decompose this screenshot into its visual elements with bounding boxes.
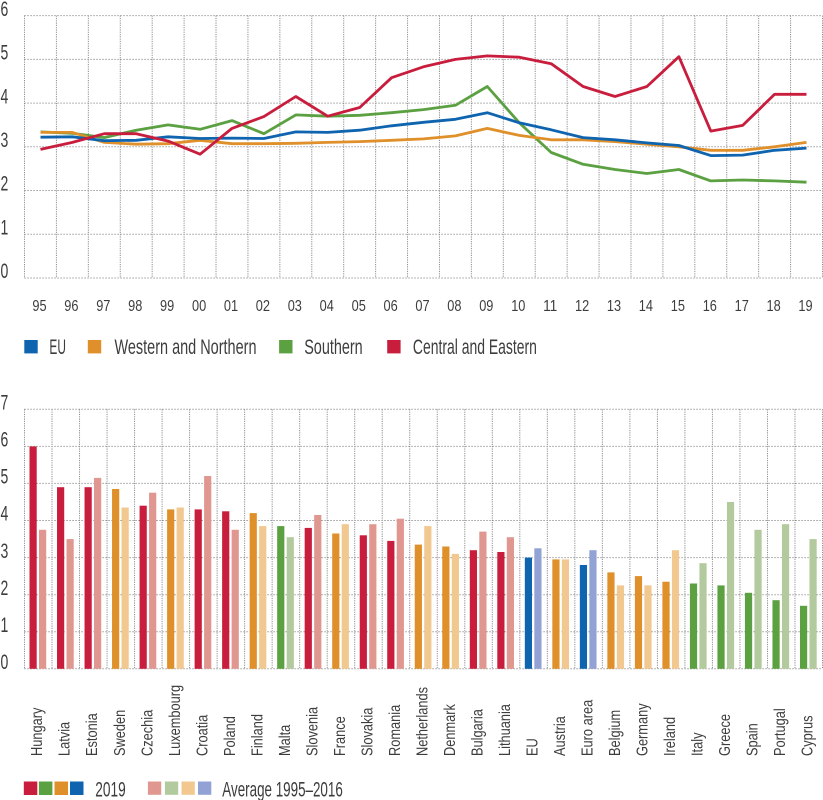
svg-text:08: 08 — [447, 298, 461, 315]
svg-text:98: 98 — [128, 298, 142, 315]
svg-text:2: 2 — [1, 173, 9, 196]
svg-text:6: 6 — [1, 0, 9, 21]
svg-text:Ireland: Ireland — [662, 717, 679, 756]
svg-text:EU: EU — [525, 738, 542, 756]
svg-text:16: 16 — [703, 298, 717, 315]
svg-text:Austria: Austria — [552, 716, 569, 756]
svg-text:2: 2 — [1, 577, 9, 600]
svg-text:14: 14 — [639, 298, 653, 315]
svg-text:Average 1995–2016: Average 1995–2016 — [222, 777, 343, 800]
svg-text:2019: 2019 — [95, 777, 125, 800]
svg-text:Latvia: Latvia — [57, 721, 74, 756]
svg-text:Belgium: Belgium — [607, 710, 624, 756]
svg-text:Western and Northern: Western and Northern — [115, 335, 257, 359]
svg-text:3: 3 — [1, 540, 9, 563]
svg-text:05: 05 — [352, 298, 366, 315]
svg-text:Czechia: Czechia — [139, 709, 156, 756]
svg-text:Germany: Germany — [635, 703, 652, 756]
svg-text:Finland: Finland — [249, 714, 266, 756]
svg-text:7: 7 — [1, 392, 9, 415]
svg-text:17: 17 — [735, 298, 749, 315]
svg-text:Sweden: Sweden — [112, 710, 129, 756]
svg-text:Poland: Poland — [222, 716, 239, 756]
svg-text:6: 6 — [1, 429, 9, 452]
svg-text:Netherlands: Netherlands — [414, 687, 431, 756]
svg-text:Italy: Italy — [690, 732, 707, 756]
svg-text:5: 5 — [1, 466, 9, 489]
svg-text:97: 97 — [96, 298, 110, 315]
svg-text:Lithuania: Lithuania — [497, 704, 514, 756]
svg-text:0: 0 — [1, 260, 9, 283]
svg-text:1: 1 — [1, 217, 9, 240]
svg-text:3: 3 — [1, 129, 9, 152]
svg-text:Croatia: Croatia — [194, 714, 211, 756]
svg-text:Cyprus: Cyprus — [800, 715, 817, 756]
svg-text:Central and Eastern: Central and Eastern — [413, 335, 537, 359]
svg-text:Luxembourg: Luxembourg — [167, 685, 184, 756]
svg-text:0: 0 — [1, 651, 9, 674]
svg-text:Bulgaria: Bulgaria — [469, 709, 486, 756]
svg-text:15: 15 — [671, 298, 685, 315]
svg-text:11: 11 — [543, 298, 557, 315]
svg-text:01: 01 — [224, 298, 238, 315]
svg-text:06: 06 — [384, 298, 398, 315]
svg-text:Slovenia: Slovenia — [304, 707, 321, 756]
svg-text:France: France — [332, 716, 349, 756]
svg-text:07: 07 — [415, 298, 429, 315]
svg-text:02: 02 — [256, 298, 270, 315]
svg-text:13: 13 — [607, 298, 621, 315]
svg-text:Romania: Romania — [387, 704, 404, 756]
svg-text:Malta: Malta — [277, 724, 294, 756]
svg-text:4: 4 — [1, 503, 9, 526]
svg-text:Greece: Greece — [717, 714, 734, 756]
svg-text:Hungary: Hungary — [29, 707, 46, 756]
svg-text:Southern: Southern — [304, 335, 363, 359]
svg-text:95: 95 — [32, 298, 46, 315]
svg-text:09: 09 — [479, 298, 493, 315]
svg-text:04: 04 — [320, 298, 334, 315]
svg-text:00: 00 — [192, 298, 206, 315]
svg-text:Slovakia: Slovakia — [359, 707, 376, 756]
svg-text:Spain: Spain — [745, 723, 762, 756]
svg-text:1: 1 — [1, 614, 9, 637]
svg-text:18: 18 — [767, 298, 781, 315]
svg-text:Euro area: Euro area — [580, 699, 597, 756]
svg-text:96: 96 — [64, 298, 78, 315]
svg-text:10: 10 — [511, 298, 525, 315]
svg-text:5: 5 — [1, 42, 9, 65]
svg-text:EU: EU — [49, 335, 66, 359]
svg-text:4: 4 — [1, 85, 9, 108]
svg-text:19: 19 — [798, 298, 812, 315]
svg-text:Portugal: Portugal — [772, 708, 789, 756]
svg-text:99: 99 — [160, 298, 174, 315]
svg-text:Denmark: Denmark — [442, 704, 459, 756]
svg-text:Estonia: Estonia — [84, 713, 101, 756]
svg-text:12: 12 — [575, 298, 589, 315]
svg-text:03: 03 — [288, 298, 302, 315]
